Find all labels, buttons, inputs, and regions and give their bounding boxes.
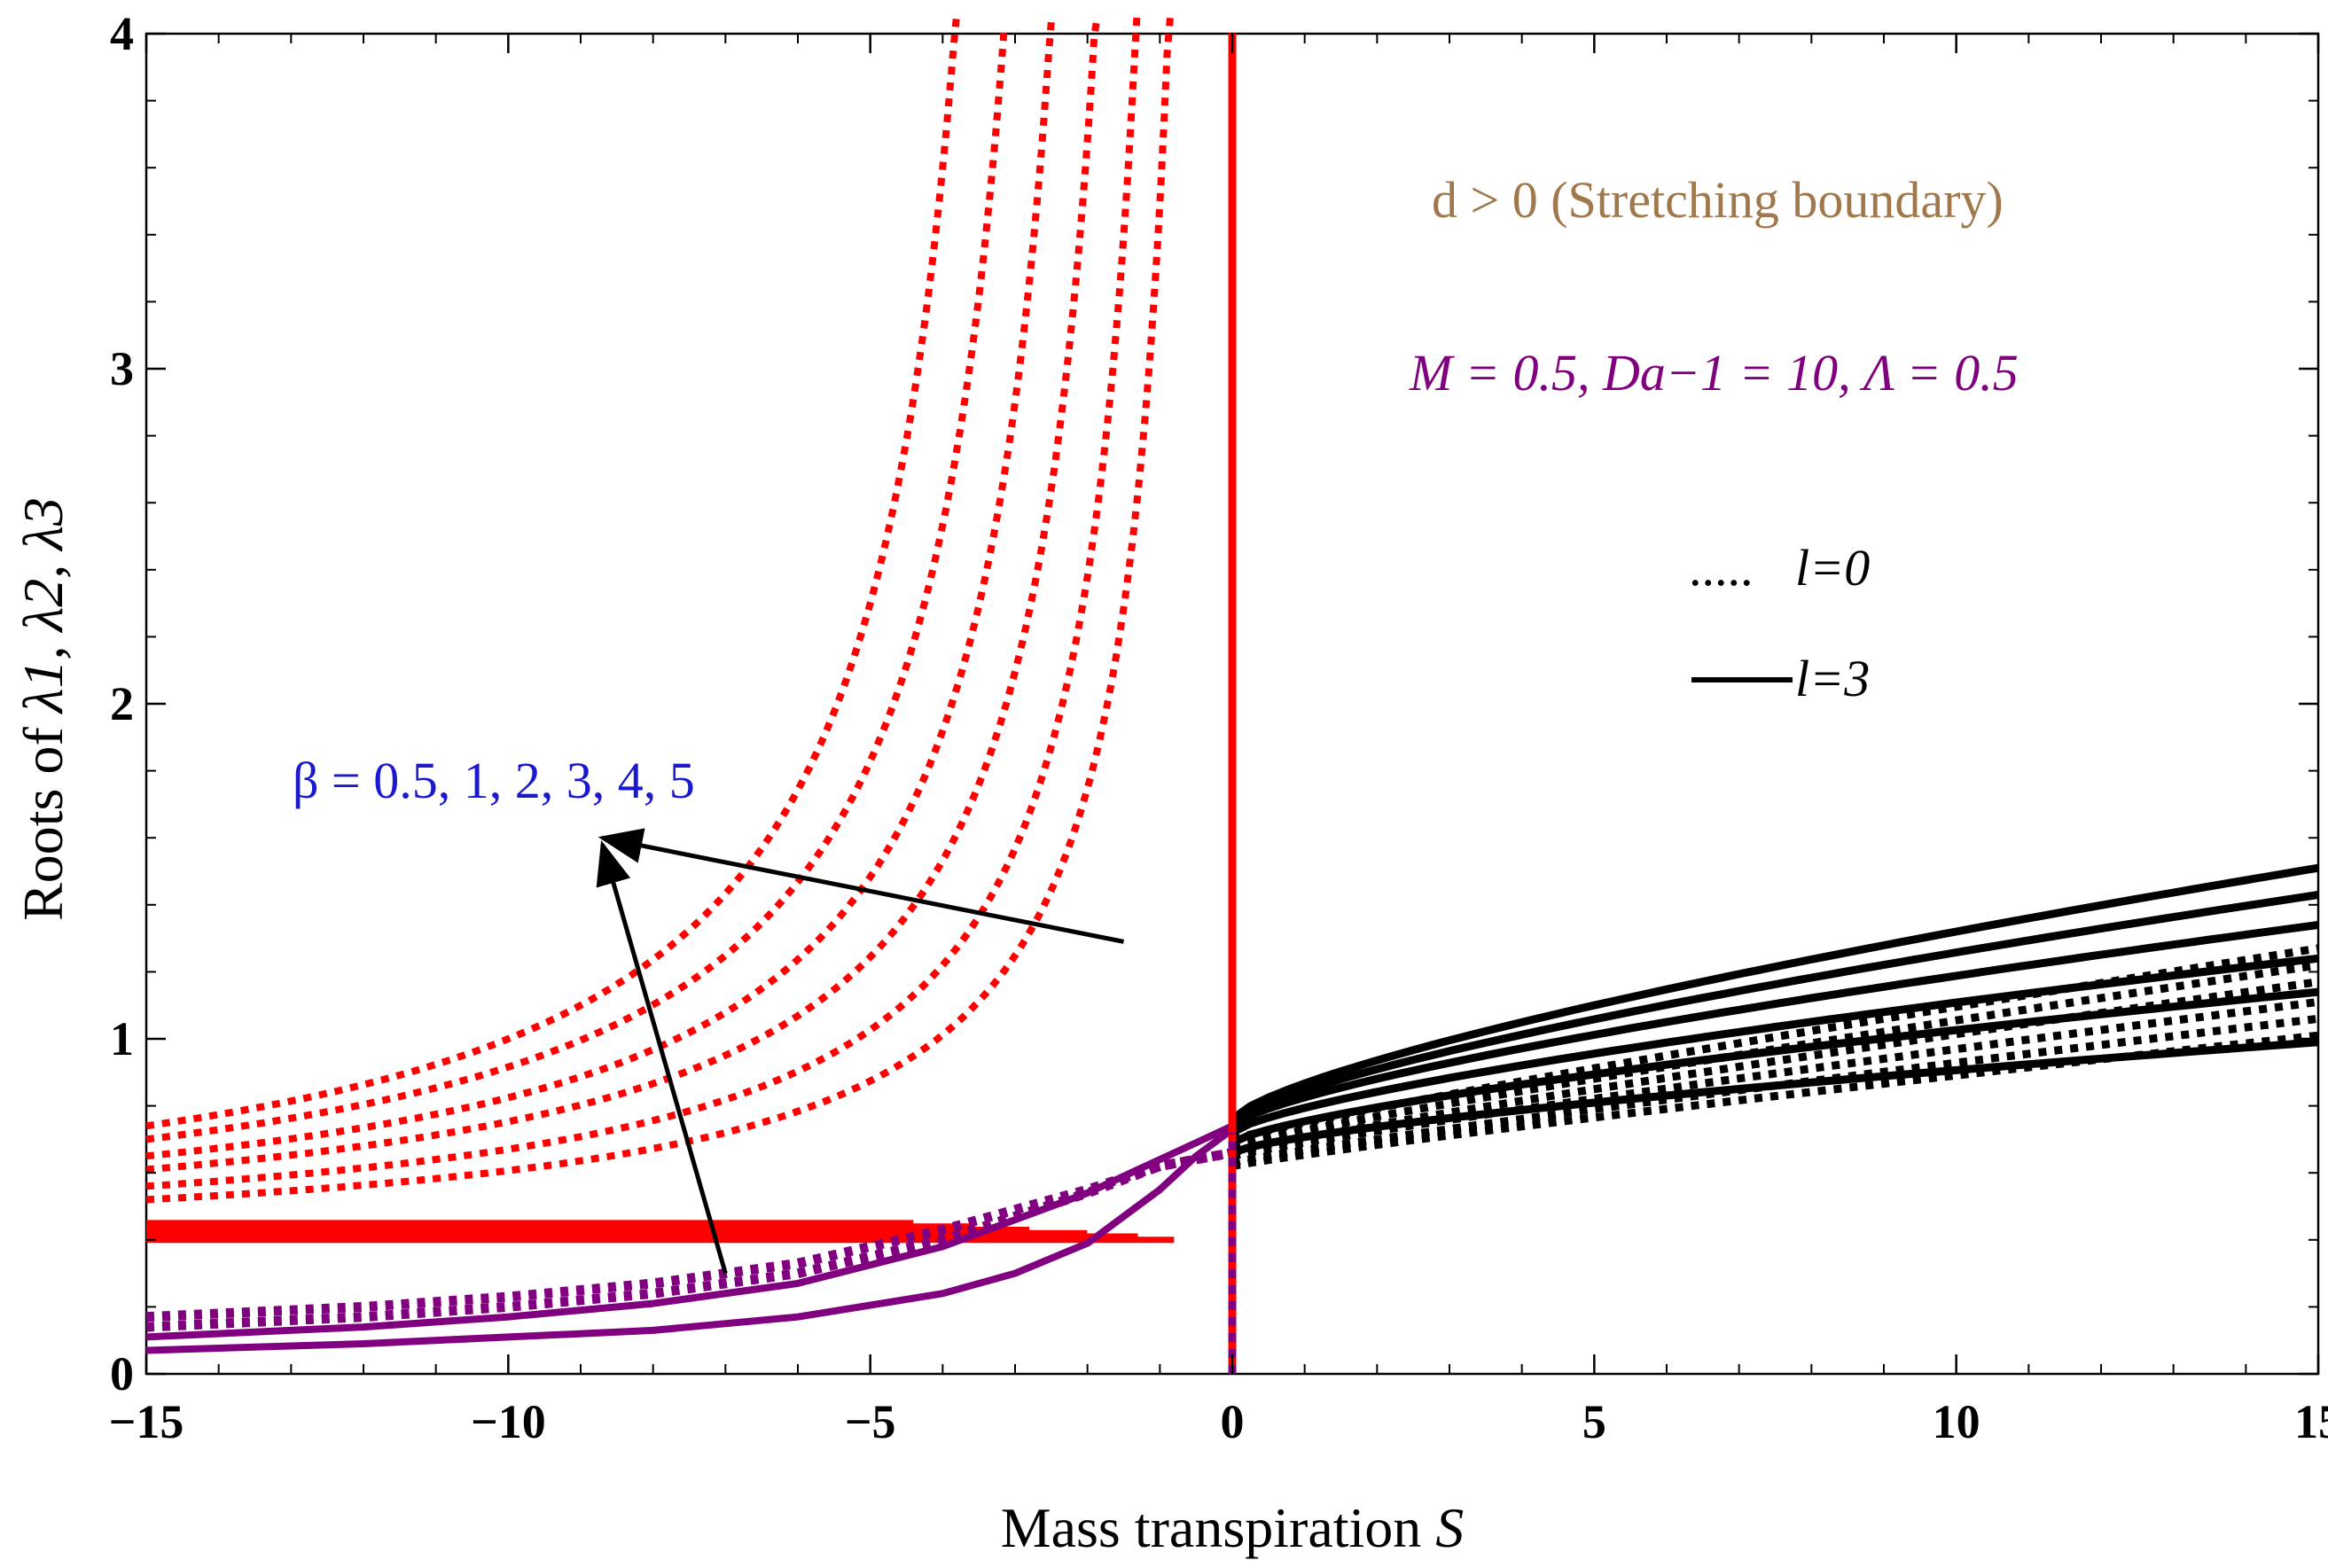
y-tick-label: 4 [110, 7, 134, 60]
legend-dotted-marker: ..... [1689, 539, 1754, 597]
x-tick-label: 15 [2294, 1395, 2328, 1448]
beta-arrow [598, 828, 1124, 944]
black-series-line [1230, 891, 2319, 1127]
y-axis-title-prefix: Roots of [12, 713, 74, 921]
legend-dotted-label: l=0 [1795, 539, 1870, 597]
x-tick-label: −15 [109, 1395, 184, 1448]
red-series-line [145, 16, 1174, 1204]
red-series-line [145, 29, 1008, 1143]
condition-annotation: d > 0 (Stretching boundary) [1432, 171, 2004, 229]
x-tick-label: 10 [1933, 1395, 1980, 1448]
red-series-line [145, 16, 960, 1130]
beta-annotation: β = 0.5, 1, 2, 3, 4, 5 [293, 752, 695, 809]
y-tick-label: 0 [110, 1347, 134, 1400]
x-axis-ticks: −15−10−5051015 [109, 34, 2328, 1448]
x-axis-title-variable: S [1435, 1496, 1464, 1559]
black-series-line [1230, 954, 2319, 1136]
red-series-line [145, 16, 1056, 1160]
black-series-line [1231, 1031, 2319, 1171]
x-tick-label: 5 [1582, 1395, 1606, 1448]
parameters-annotation: M = 0.5, Da−1 = 10, Λ = 0.5 [1409, 344, 2019, 402]
y-tick-label: 3 [110, 342, 134, 395]
black-series-line [1231, 1014, 2319, 1167]
legend-solid-label: l=3 [1795, 650, 1870, 707]
y-tick-label: 2 [110, 677, 134, 730]
legend: ..... l=0 l=3 [1689, 539, 1870, 707]
x-tick-label: −10 [471, 1395, 546, 1448]
x-tick-label: 0 [1221, 1395, 1245, 1448]
plot-area [145, 16, 2320, 1376]
purple-series-line [145, 1122, 1234, 1341]
x-axis-title-text: Mass transpiration [1001, 1496, 1422, 1559]
black-series-line [1231, 997, 2319, 1160]
arrow-layer [596, 828, 1124, 1275]
black-series-line [1230, 863, 2319, 1123]
y-axis-title: Roots of λ1, λ2, λ3 [12, 497, 74, 921]
x-tick-label: −5 [845, 1395, 896, 1448]
y-tick-label: 1 [110, 1012, 134, 1065]
purple-series-line [145, 1126, 1235, 1354]
y-axis-ticks: 0 1 2 3 4 [110, 7, 2318, 1400]
purple-series-line [145, 1148, 1233, 1322]
red-series-line [145, 16, 1101, 1174]
beta-arrow [596, 839, 728, 1275]
series-layer [145, 16, 2319, 1374]
black-series-line [1230, 921, 2319, 1130]
y-axis-title-symbols: λ1, λ2, λ3 [12, 497, 74, 714]
black-series-line [1230, 978, 2319, 1157]
red-series-line [145, 16, 1141, 1190]
x-axis-title: Mass transpiration S [1001, 1496, 1465, 1559]
